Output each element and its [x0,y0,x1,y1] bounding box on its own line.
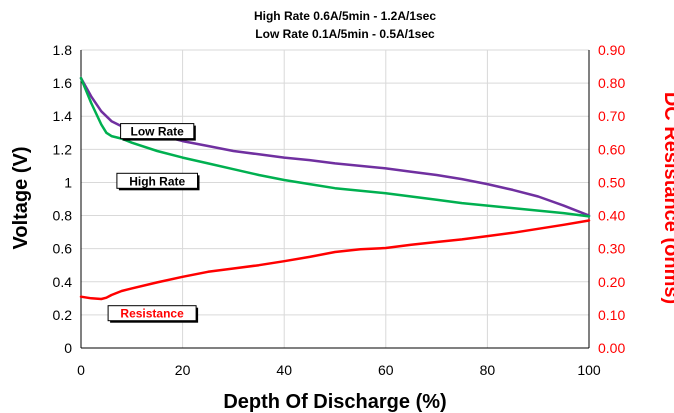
y-tick-label: 1.4 [53,108,73,124]
x-tick-labels: 0 20 40 60 80 100 [77,362,601,378]
y2-tick-label: 0.60 [598,141,625,157]
x-axis-label: Depth Of Discharge (%) [223,391,446,413]
y2-tick-label: 0.10 [598,307,625,323]
annotation-box [116,172,198,189]
annotation-box [107,305,197,322]
y2-tick-label: 0.90 [598,42,625,58]
x-tick-label: 40 [276,362,292,378]
y-tick-label: 0.6 [53,241,73,257]
series-line-resistance [79,219,591,301]
annotation-resistance: Resistance [107,305,199,323]
x-tick-label: 80 [480,362,496,378]
chart-title-line1: High Rate 0.6A/5min - 1.2A/1sec [254,9,436,23]
y2-tick-label: 0.20 [598,274,625,290]
y2-tick-labels: 0.00 0.10 0.20 0.30 0.40 0.50 0.60 0.70 0.80 0.90 [598,42,625,356]
y2-tick-label: 0.80 [598,75,625,91]
y-tick-label: 1.6 [53,75,73,91]
y-tick-label: 0.4 [53,274,73,290]
y-tick-label: 1.2 [53,141,73,157]
y2-tick-label: 0.30 [598,241,625,257]
y-tick-label: 1.8 [53,42,73,58]
x-tick-label: 20 [175,362,191,378]
annotation-high-rate: High Rate [116,172,200,191]
x-tick-label: 100 [577,362,601,378]
gridlines [81,49,589,348]
annotation-low-rate: Low Rate [120,123,196,141]
chart-title-line2: Low Rate 0.1A/5min - 0.5A/1sec [255,27,435,41]
annotation-text: Resistance [120,307,184,321]
annotation-text: High Rate [129,174,185,188]
annotation-box [120,123,195,140]
y2-axis-label: DC Resistance (ohms) [660,92,674,304]
y-tick-label: 0 [64,340,72,356]
y-tick-label: 0.8 [53,208,73,224]
axes [80,50,590,349]
y-axis-label: Voltage (V) [10,147,32,250]
y-tick-label: 1 [64,174,72,190]
series-line-low-rate [79,76,591,217]
y2-tick-label: 0.40 [598,208,625,224]
x-tick-label: 0 [77,362,85,378]
y2-tick-label: 0.70 [598,108,625,124]
y2-tick-label: 0.50 [598,174,625,190]
x-tick-label: 60 [378,362,394,378]
series-line-high-rate [79,76,591,218]
annotations: Low Rate High Rate Resistance [107,123,200,323]
y-tick-label: 0.2 [53,307,73,323]
y2-tick-label: 0.00 [598,340,625,356]
series-lines [79,76,591,301]
y-tick-labels: 0 0.2 0.4 0.6 0.8 1 1.2 1.4 1.6 1.8 [53,42,73,356]
annotation-text: Low Rate [131,125,185,139]
